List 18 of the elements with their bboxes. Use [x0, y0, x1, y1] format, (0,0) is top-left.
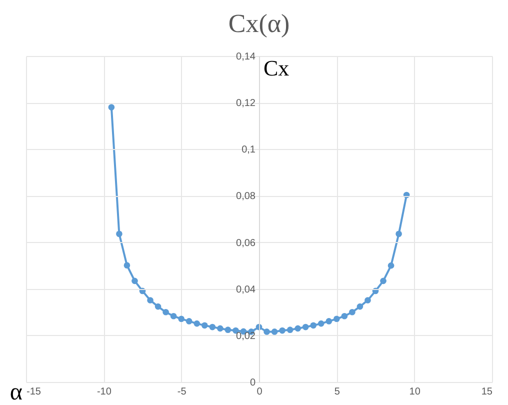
x-tick-label: 5 — [334, 386, 340, 398]
y-axis-title: Cx — [264, 56, 290, 80]
y-tick-label: 0,14 — [236, 52, 256, 62]
x-tick-label: -15 — [26, 386, 42, 398]
x-tick-label: -10 — [96, 386, 112, 398]
y-tick-label: 0 — [250, 378, 256, 388]
y-tick-label: 0,04 — [236, 284, 256, 296]
y-tick-label: 0,06 — [236, 238, 256, 249]
y-tick-label: 0,12 — [236, 98, 256, 110]
x-tick-label: 0 — [256, 386, 263, 398]
y-tick-label: 0,02 — [236, 330, 256, 342]
x-axis-title: α — [10, 380, 23, 405]
chart-title: Cx(α) — [228, 9, 290, 38]
x-tick-label: 15 — [481, 386, 493, 398]
x-tick-label: -5 — [177, 386, 187, 398]
y-tick-label: 0,08 — [236, 191, 256, 202]
y-tick-label: 0,1 — [242, 144, 256, 156]
x-tick-label: 10 — [409, 386, 421, 398]
